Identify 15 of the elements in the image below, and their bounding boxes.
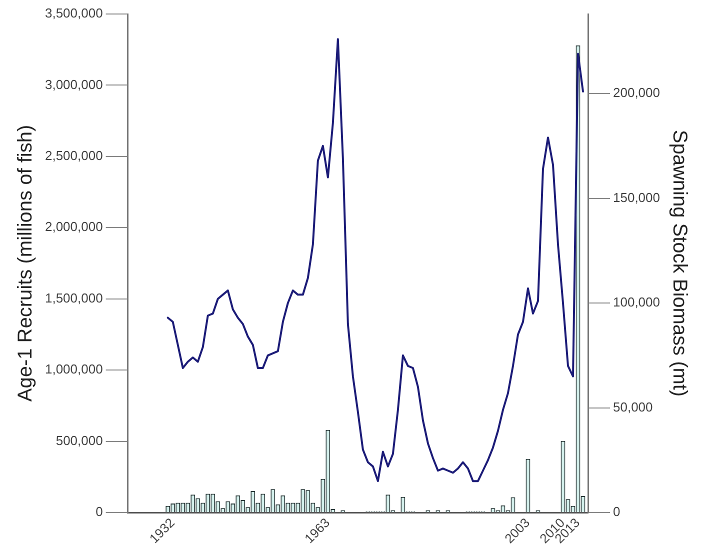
y2-axis-title: Spawning Stock Biomass (mt) [668,130,690,397]
y2-tick-label: 0 [613,504,620,520]
y2-tick-label: 200,000 [613,85,660,100]
y-tick-label: 500,000 [56,432,103,448]
y-tick-label: 1,000,000 [44,362,103,377]
y2-tick-label: 100,000 [613,294,660,310]
y-tick-label: 3,000,000 [44,76,103,92]
y-tick-label: 1,500,000 [44,290,103,306]
y-axis-title: Age-1 Recruits (millions of fish) [14,124,37,402]
y-tick-label: 2,000,000 [44,219,103,234]
y-tick-label: 0 [96,504,103,520]
y-tick-label: 3,500,000 [44,6,103,21]
y2-tick-label: 150,000 [613,190,660,205]
y2-tick-label: 50,000 [613,399,653,414]
y-tick-label: 2,500,000 [44,148,103,164]
